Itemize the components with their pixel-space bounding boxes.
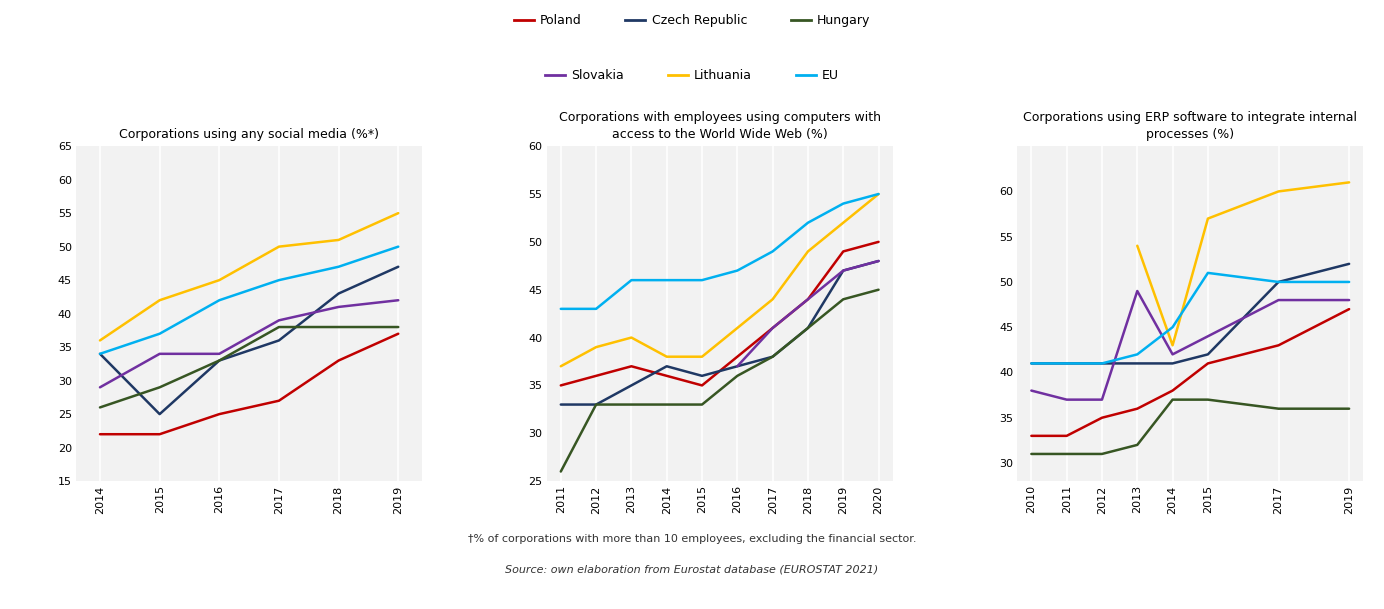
Legend: Slovakia, Lithuania, EU: Slovakia, Lithuania, EU <box>540 64 844 87</box>
Text: Source: own elaboration from Eurostat database (EUROSTAT 2021): Source: own elaboration from Eurostat da… <box>505 565 879 574</box>
Title: Corporations with employees using computers with
access to the World Wide Web (%: Corporations with employees using comput… <box>559 111 880 141</box>
Legend: Poland, Czech Republic, Hungary: Poland, Czech Republic, Hungary <box>508 9 876 32</box>
Title: Corporations using any social media (%*): Corporations using any social media (%*) <box>119 128 379 141</box>
Title: Corporations using ERP software to integrate internal
processes (%): Corporations using ERP software to integ… <box>1023 111 1358 141</box>
Text: †% of corporations with more than 10 employees, excluding the financial sector.: †% of corporations with more than 10 emp… <box>468 534 916 544</box>
